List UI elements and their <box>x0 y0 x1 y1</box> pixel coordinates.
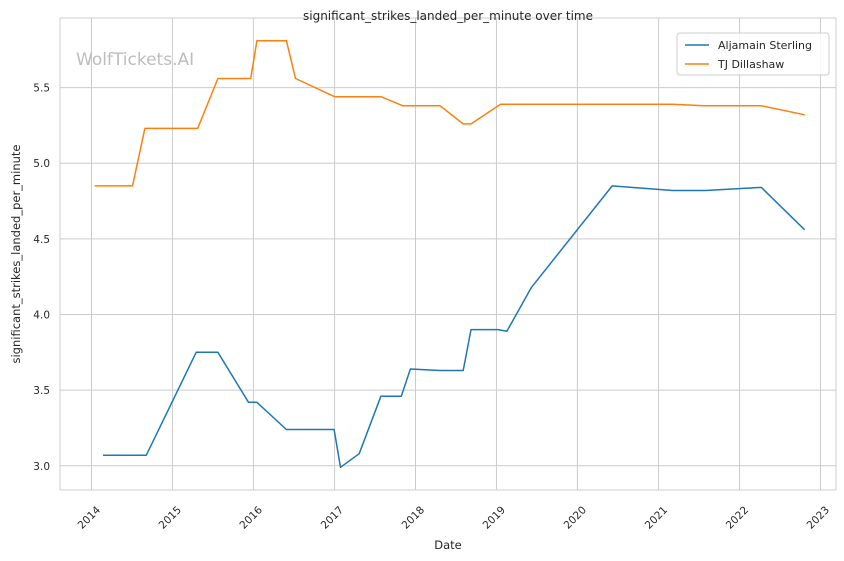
watermark: WolfTickets.AI <box>76 50 194 70</box>
grid <box>60 18 836 490</box>
y-tick-label: 5.5 <box>33 83 50 95</box>
y-tick-label: 4.5 <box>33 234 50 246</box>
tick-labels: 2014 2015 2016 2017 2018 2019 2020 2021 2022 2023… <box>33 83 832 532</box>
series-line-tj-dillashaw <box>94 39 805 187</box>
chart-title: significant_strikes_landed_per_minute ov… <box>303 9 593 23</box>
legend-box <box>676 32 830 76</box>
series-line-aljamain-sterling <box>103 185 806 469</box>
y-axis-label: significant_strikes_landed_per_minute <box>9 145 23 364</box>
legend: Aljamain Sterling TJ Dillashaw <box>676 32 830 76</box>
legend-label-0: Aljamain Sterling <box>718 39 812 52</box>
x-axis-label: Date <box>434 538 462 552</box>
y-tick-label: 3.0 <box>33 461 50 473</box>
y-tick-label: 5.0 <box>33 158 50 170</box>
legend-label-1: TJ Dillashaw <box>717 58 784 71</box>
plot-frame <box>59 17 837 491</box>
y-tick-label: 4.0 <box>33 310 50 322</box>
y-tick-label: 3.5 <box>33 385 50 397</box>
series-lines <box>94 39 806 469</box>
